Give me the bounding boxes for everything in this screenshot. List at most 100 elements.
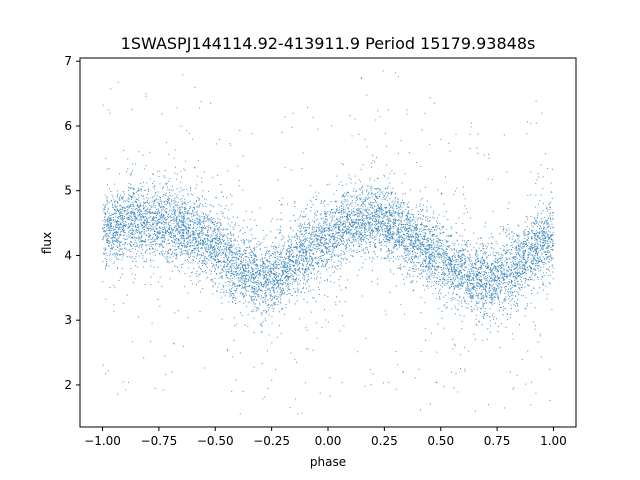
data-point <box>360 197 362 199</box>
data-point <box>454 269 456 271</box>
data-point <box>132 193 134 195</box>
data-point <box>549 283 551 285</box>
data-point <box>377 228 379 230</box>
data-point <box>226 271 228 273</box>
data-point <box>200 291 202 293</box>
data-point <box>202 213 204 215</box>
data-point <box>201 204 203 206</box>
data-point <box>299 246 301 248</box>
data-point <box>248 274 250 276</box>
data-point <box>140 194 142 196</box>
data-point <box>278 259 280 261</box>
data-point <box>386 219 388 221</box>
data-point <box>289 264 291 266</box>
data-point <box>398 206 400 208</box>
data-point <box>516 276 518 278</box>
data-point <box>490 286 492 288</box>
data-point <box>438 251 440 253</box>
data-point <box>390 232 392 234</box>
data-point <box>264 254 266 256</box>
data-point <box>249 240 251 242</box>
data-point <box>450 265 452 267</box>
data-point <box>253 291 255 293</box>
data-point <box>181 221 183 223</box>
data-point <box>225 272 227 274</box>
data-point <box>264 267 266 269</box>
data-point <box>396 248 398 250</box>
data-point <box>361 216 363 218</box>
data-point <box>130 188 132 190</box>
data-point <box>538 223 540 225</box>
data-point <box>139 218 141 220</box>
data-point <box>145 244 147 246</box>
data-point <box>485 267 487 269</box>
data-point <box>534 206 536 208</box>
data-point <box>424 251 426 253</box>
data-point <box>330 254 332 256</box>
data-point <box>223 271 225 273</box>
data-point <box>234 254 236 256</box>
data-point <box>342 195 344 197</box>
data-point <box>524 252 526 254</box>
data-point <box>420 269 422 271</box>
data-point <box>295 261 297 263</box>
data-point <box>434 280 436 282</box>
data-point <box>191 230 193 232</box>
data-point <box>354 205 356 207</box>
data-point <box>148 217 150 219</box>
data-point <box>536 252 538 254</box>
data-point <box>541 262 543 264</box>
data-point <box>199 218 201 220</box>
data-point <box>277 281 279 283</box>
data-point <box>266 260 268 261</box>
data-point <box>172 189 174 191</box>
data-point <box>499 292 501 294</box>
data-point <box>295 246 297 248</box>
data-point <box>130 241 132 243</box>
data-point <box>408 225 410 227</box>
data-point <box>295 262 297 264</box>
data-point <box>197 262 199 264</box>
data-point <box>527 259 529 261</box>
data-point <box>376 230 378 232</box>
data-point <box>440 274 442 276</box>
data-point <box>314 277 316 279</box>
data-point <box>513 387 515 389</box>
data-point <box>168 250 170 252</box>
data-point <box>549 251 551 253</box>
data-point <box>551 265 553 267</box>
data-point <box>201 211 203 213</box>
data-point <box>481 282 483 284</box>
data-point <box>422 229 424 231</box>
data-point <box>346 217 348 219</box>
data-point <box>196 245 198 247</box>
data-point <box>307 260 309 262</box>
data-point <box>483 248 485 250</box>
data-point <box>344 195 346 197</box>
data-point <box>346 219 348 221</box>
data-point <box>447 280 449 282</box>
data-point <box>405 224 407 226</box>
data-point <box>542 223 544 225</box>
data-point <box>437 241 439 243</box>
data-point <box>429 263 431 265</box>
data-point <box>218 247 220 249</box>
data-point <box>130 219 132 221</box>
data-point <box>135 226 137 228</box>
data-point <box>443 253 445 255</box>
data-point <box>263 236 265 238</box>
data-point <box>180 244 182 246</box>
data-point <box>181 206 183 208</box>
data-point <box>378 217 380 219</box>
data-point <box>176 229 178 231</box>
data-point <box>121 248 123 250</box>
data-point <box>467 240 469 242</box>
data-point <box>464 240 466 242</box>
data-point <box>307 250 309 252</box>
data-point <box>481 261 483 263</box>
data-point <box>335 231 337 233</box>
data-point <box>414 228 416 230</box>
data-point <box>195 228 197 230</box>
data-point <box>549 368 551 370</box>
data-point <box>338 211 340 213</box>
